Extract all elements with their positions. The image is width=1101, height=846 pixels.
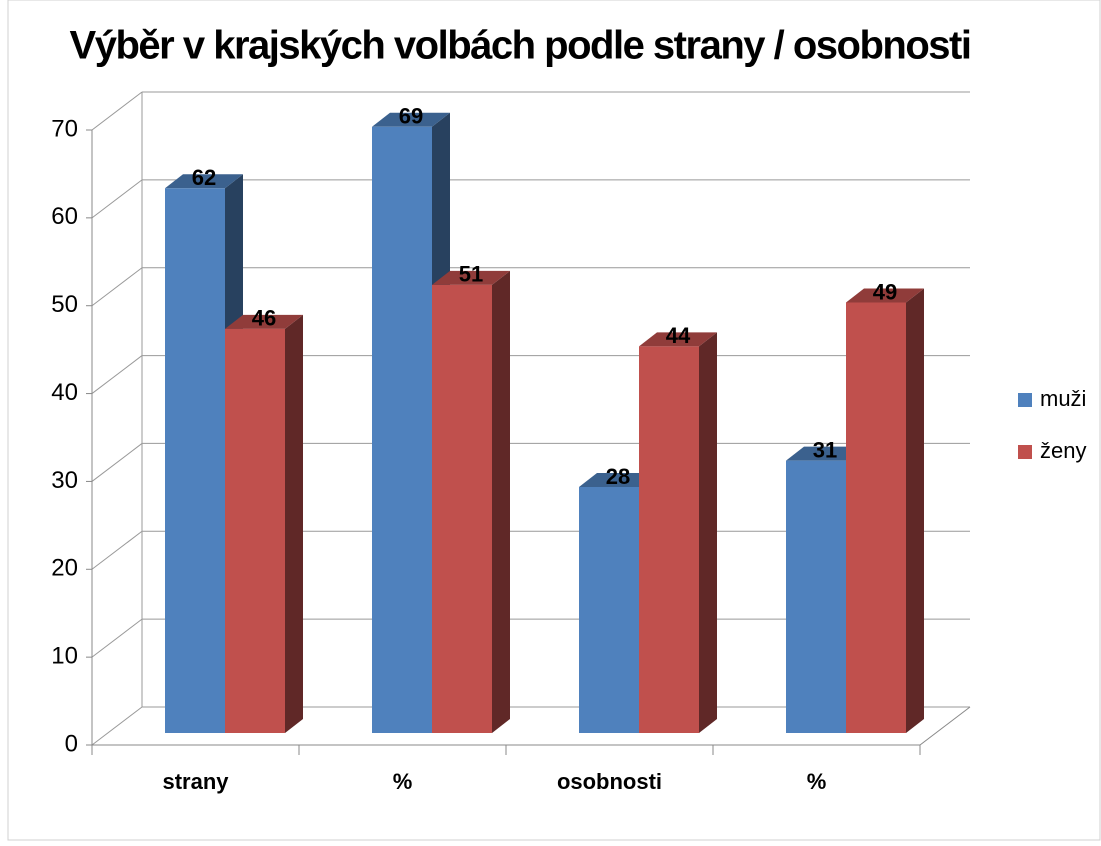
data-label: 49	[873, 279, 897, 304]
legend-swatch	[1018, 445, 1032, 459]
y-tick-label: 10	[51, 642, 78, 669]
x-tick-label: strany	[162, 769, 229, 794]
bar-side	[699, 332, 717, 733]
bar-front	[165, 188, 225, 734]
bar-front	[432, 284, 492, 733]
data-label: 51	[459, 262, 483, 287]
y-tick-label: 30	[51, 467, 78, 494]
bar-front	[579, 487, 639, 733]
y-tick-label: 50	[51, 291, 78, 318]
y-tick-label: 60	[51, 203, 78, 230]
x-tick-label: %	[393, 769, 413, 794]
y-tick-label: 0	[65, 730, 78, 757]
bar	[225, 314, 303, 733]
data-label: 62	[192, 165, 216, 190]
bar-top	[372, 112, 450, 127]
data-label: 28	[606, 464, 630, 489]
bar-top	[165, 174, 243, 189]
data-label: 44	[666, 323, 691, 348]
bar-side	[285, 314, 303, 733]
bar-side	[906, 288, 924, 733]
legend-swatch	[1018, 393, 1032, 407]
grid-line	[91, 706, 143, 746]
bar	[432, 270, 510, 733]
bar-front	[639, 346, 699, 733]
grid-line	[91, 530, 143, 570]
bar-top	[579, 473, 657, 487]
chart-title: Výběr v krajských volbách podle strany /…	[70, 24, 971, 68]
bar-top	[639, 332, 717, 347]
bar-front	[786, 460, 846, 733]
bar-side	[492, 270, 510, 733]
bar-front	[225, 328, 285, 733]
x-tick-label: osobnosti	[557, 769, 662, 794]
grid-line	[91, 267, 143, 307]
x-tick-label: %	[807, 769, 827, 794]
data-label: 31	[813, 437, 837, 462]
bar-top	[786, 446, 864, 461]
bar	[639, 332, 717, 733]
bar-front	[372, 126, 432, 734]
grid-line	[91, 618, 143, 658]
grid-line	[91, 91, 143, 131]
legend-label: muži	[1040, 386, 1086, 411]
bar	[846, 288, 924, 733]
bar-top	[225, 314, 303, 329]
grid-line	[91, 179, 143, 219]
y-tick-label: 40	[51, 379, 78, 406]
y-tick-label: 70	[51, 115, 78, 142]
bar-top	[432, 270, 510, 285]
legend-label: ženy	[1040, 438, 1086, 463]
floor-edge	[919, 706, 971, 746]
grid-line	[91, 355, 143, 394]
grid-line	[91, 443, 143, 482]
data-label: 69	[399, 104, 423, 129]
bar-top	[846, 288, 924, 303]
bar-front	[846, 302, 906, 733]
y-tick-label: 20	[51, 555, 78, 582]
data-label: 46	[252, 306, 276, 331]
